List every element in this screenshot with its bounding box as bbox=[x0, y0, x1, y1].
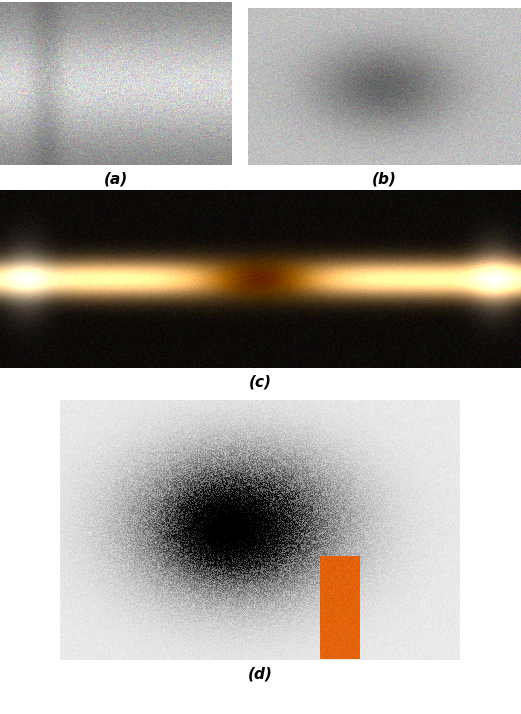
Text: (c): (c) bbox=[249, 375, 272, 390]
Text: (a): (a) bbox=[104, 171, 128, 186]
Text: (d): (d) bbox=[247, 666, 272, 681]
Text: (b): (b) bbox=[372, 171, 397, 186]
